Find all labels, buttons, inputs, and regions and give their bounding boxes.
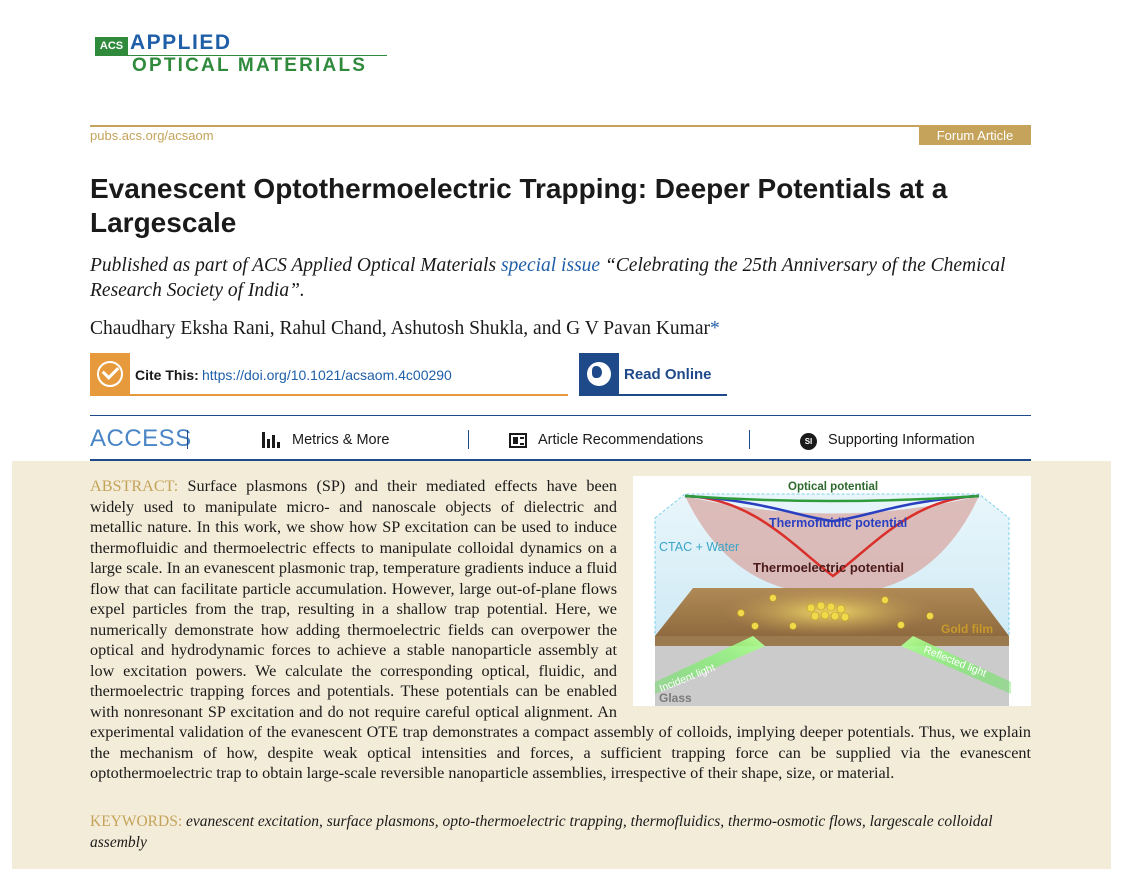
publication-note: Published as part of ACS Applied Optical… xyxy=(90,253,1030,303)
keywords-heading: KEYWORDS: xyxy=(90,813,183,830)
article-type-badge: Forum Article xyxy=(919,126,1031,145)
cite-this-box: Cite This: https://doi.org/10.1021/acsao… xyxy=(90,353,568,396)
globe-icon xyxy=(579,353,619,396)
logo-divider xyxy=(95,55,387,56)
metrics-more-link[interactable]: Metrics & More xyxy=(292,432,390,448)
pub-note-prefix: Published as part of ACS Applied Optical… xyxy=(90,255,501,276)
cite-underline xyxy=(130,394,568,396)
article-recommendations-link[interactable]: Article Recommendations xyxy=(538,432,704,448)
checkmark-icon xyxy=(90,353,130,396)
supporting-information-link[interactable]: Supporting Information xyxy=(828,432,975,448)
author-list: Chaudhary Eksha Rani, Rahul Chand, Ashut… xyxy=(90,318,720,340)
journal-logo[interactable]: ACS APPLIED OPTICAL MATERIALS xyxy=(95,31,395,78)
doi-link[interactable]: https://doi.org/10.1021/acsaom.4c00290 xyxy=(202,367,452,383)
keywords: KEYWORDS: evanescent excitation, surface… xyxy=(90,812,1031,853)
bar-chart-icon[interactable] xyxy=(262,432,280,448)
access-separator xyxy=(749,430,750,449)
acs-logo-box: ACS xyxy=(95,37,128,55)
cite-label: Cite This: xyxy=(135,367,199,383)
pub-note-suffix: “Celebrating the 25th Anniversary of the… xyxy=(90,255,1006,301)
toc-graphic[interactable]: Optical potential Thermofluidic potentia… xyxy=(633,476,1031,706)
supporting-info-icon[interactable]: SI xyxy=(800,433,817,450)
authors-text: Chaudhary Eksha Rani, Rahul Chand, Ashut… xyxy=(90,318,710,339)
access-separator xyxy=(468,430,469,449)
access-bar-bottom-rule xyxy=(90,459,1031,461)
read-online-underline xyxy=(619,394,727,396)
access-label: ACCESS xyxy=(90,425,192,452)
medium-label: CTAC + Water xyxy=(659,540,739,554)
abstract: Optical potential Thermofluidic potentia… xyxy=(90,476,1031,784)
abstract-body: Surface plasmons (SP) and their mediated… xyxy=(90,477,1031,782)
header-rule xyxy=(90,125,1031,127)
article-title: Evanescent Optothermoelectric Trapping: … xyxy=(90,173,948,238)
access-bar-top-rule xyxy=(90,415,1031,416)
keywords-list: evanescent excitation, surface plasmons,… xyxy=(90,813,993,851)
thermoelectric-potential-label: Thermoelectric potential xyxy=(753,560,904,575)
journal-url[interactable]: pubs.acs.org/acsaom xyxy=(90,128,214,143)
abstract-heading: ABSTRACT: xyxy=(90,477,179,495)
logo-applied: APPLIED xyxy=(130,31,232,54)
article-recommendations-icon[interactable] xyxy=(509,433,527,448)
read-online-button[interactable]: Read Online xyxy=(579,353,727,396)
read-online-label: Read Online xyxy=(624,366,712,383)
thermofluidic-potential-label: Thermofluidic potential xyxy=(769,516,907,530)
corresponding-author-mark[interactable]: * xyxy=(709,318,720,339)
access-separator xyxy=(187,430,188,449)
logo-optical-materials: OPTICAL MATERIALS xyxy=(132,55,368,76)
optical-potential-label: Optical potential xyxy=(788,481,878,493)
special-issue-link[interactable]: special issue xyxy=(500,255,601,276)
gold-film-label: Gold film xyxy=(941,622,993,636)
glass-label: Glass xyxy=(659,691,692,705)
